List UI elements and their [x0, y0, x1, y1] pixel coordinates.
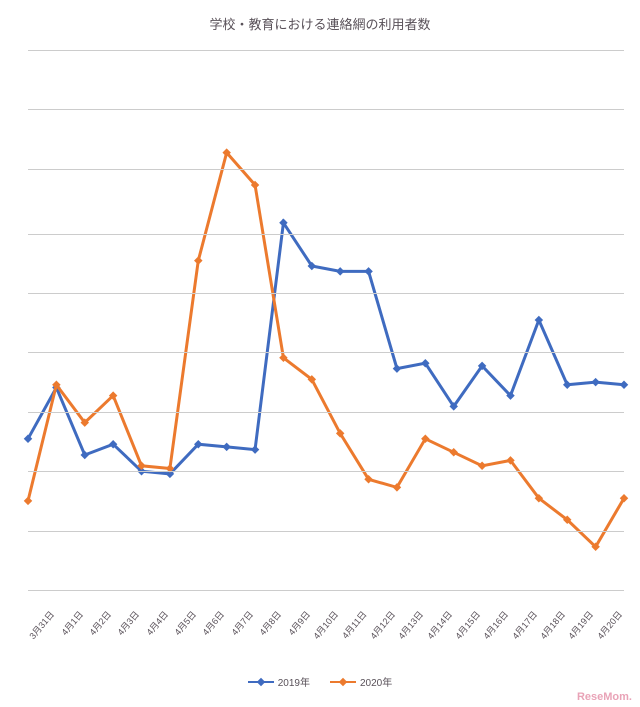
series-marker-0: [222, 443, 230, 451]
x-label: 4月19日: [565, 608, 596, 642]
x-label: 4月8日: [256, 608, 284, 638]
series-marker-1: [194, 256, 202, 264]
watermark-logo: ReseMom.: [577, 691, 632, 703]
series-line-1: [28, 153, 624, 547]
page-title: 学校・教育における連絡網の利用者数: [0, 14, 640, 33]
legend-item-2019: 2019年: [248, 674, 310, 689]
series-marker-0: [364, 267, 372, 275]
series-marker-0: [563, 381, 571, 389]
gridline: [28, 590, 624, 591]
series-marker-0: [535, 316, 543, 324]
series-marker-0: [81, 451, 89, 459]
series-marker-0: [393, 364, 401, 372]
line-chart-svg: [28, 50, 624, 590]
gridline: [28, 531, 624, 532]
x-label: 4月17日: [508, 608, 539, 642]
x-label: 4月16日: [480, 608, 511, 642]
x-label: 4月11日: [339, 608, 370, 641]
gridline: [28, 412, 624, 413]
legend-label-2019: 2019年: [278, 674, 310, 689]
legend-item-2020: 2020年: [330, 674, 392, 689]
plot-area: [28, 50, 624, 590]
series-marker-0: [336, 267, 344, 275]
x-label: 4月13日: [395, 608, 426, 642]
x-label: 4月1日: [58, 608, 86, 638]
gridline: [28, 50, 624, 51]
legend-marker-2020: [330, 678, 356, 686]
x-label: 4月6日: [199, 608, 227, 638]
x-label: 3月31日: [26, 608, 57, 642]
legend-label-2020: 2020年: [360, 674, 392, 689]
legend: 2019年 2020年: [0, 674, 640, 689]
x-label: 4月18日: [537, 608, 568, 642]
gridline: [28, 352, 624, 353]
gridline: [28, 109, 624, 110]
series-marker-1: [24, 497, 32, 505]
gridline: [28, 471, 624, 472]
legend-marker-2019: [248, 678, 274, 686]
gridline: [28, 293, 624, 294]
x-label: 4月14日: [423, 608, 454, 642]
chart-container: 学校・教育における連絡網の利用者数 3月31日4月1日4月2日4月3日4月4日4…: [0, 0, 640, 707]
gridline: [28, 169, 624, 170]
gridline: [28, 234, 624, 235]
x-label: 4月20日: [594, 608, 625, 642]
x-axis-labels: 3月31日4月1日4月2日4月3日4月4日4月5日4月6日4月7日4月8日4月9…: [28, 600, 624, 640]
x-label: 4月9日: [285, 608, 313, 638]
x-label: 4月10日: [310, 608, 341, 642]
x-label: 4月3日: [114, 608, 142, 638]
x-label: 4月4日: [143, 608, 171, 638]
x-label: 4月2日: [86, 608, 114, 638]
series-marker-0: [251, 445, 259, 453]
x-label: 4月5日: [171, 608, 199, 638]
x-label: 4月12日: [367, 608, 398, 642]
x-label: 4月15日: [452, 608, 483, 642]
series-line-0: [28, 223, 624, 474]
x-label: 4月7日: [228, 608, 256, 638]
series-marker-0: [620, 381, 628, 389]
series-marker-0: [591, 378, 599, 386]
